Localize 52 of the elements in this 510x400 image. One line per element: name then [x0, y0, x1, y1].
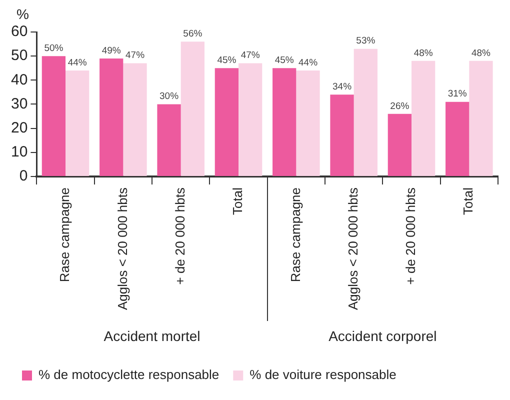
- bar: [180, 42, 204, 176]
- data-label: 48%: [471, 48, 492, 59]
- data-label: 53%: [356, 36, 376, 47]
- bar: [42, 56, 66, 176]
- data-label: 31%: [448, 88, 468, 100]
- data-label: 45%: [274, 55, 294, 66]
- x-tick-label: + de 20 000 hbts: [172, 187, 188, 285]
- text: Accident mortel: [104, 328, 200, 344]
- data-label: 45%: [217, 55, 237, 66]
- data-label: 44%: [68, 57, 88, 68]
- x-tick-label: Agglos < 20 000 hbts: [345, 186, 360, 310]
- legend-label: % de voiture responsable: [250, 367, 396, 382]
- bar: [446, 102, 470, 176]
- bar: [157, 104, 181, 176]
- y-tick-label: 10: [10, 144, 28, 161]
- bar: [66, 70, 90, 176]
- bar: [296, 70, 320, 176]
- bar: [214, 68, 239, 176]
- x-tick-label: Rase campagne: [288, 187, 303, 282]
- text: Accident corporel: [328, 328, 437, 344]
- x-tick-label: + de 20 000 hbts: [403, 187, 418, 285]
- bar: [469, 60, 493, 176]
- data-label: 47%: [240, 50, 260, 62]
- y-tick-label: 50: [10, 47, 28, 64]
- data-label: 30%: [160, 91, 180, 102]
- data-label: 49%: [102, 45, 122, 56]
- data-label: 50%: [44, 42, 64, 54]
- bar: [330, 94, 354, 176]
- bar: [100, 58, 124, 176]
- y-tick-label: 30: [10, 95, 28, 112]
- x-tick-label: Rase campagne: [57, 187, 72, 282]
- y-tick-label: 20: [10, 119, 28, 136]
- x-tick-label: Agglos < 20 000 hbts: [114, 186, 130, 310]
- y-tick-label: 0: [19, 168, 28, 185]
- bar: [272, 68, 296, 176]
- x-tick-label: Total: [460, 187, 476, 215]
- data-label: 47%: [125, 50, 146, 62]
- data-label: 56%: [183, 28, 203, 40]
- y-axis-title: %: [16, 6, 29, 22]
- x-tick-label: Total: [230, 187, 246, 215]
- y-tick-label: 60: [10, 23, 28, 40]
- bar: [388, 114, 412, 176]
- data-label: 44%: [298, 57, 318, 68]
- data-label: 48%: [414, 48, 434, 59]
- bar: [238, 63, 262, 176]
- data-label: 34%: [332, 81, 352, 92]
- y-tick-label: 40: [10, 71, 28, 88]
- legend-label: % de motocyclette responsable: [38, 367, 220, 382]
- data-label: 26%: [390, 100, 410, 112]
- bar: [123, 63, 147, 176]
- bar: [412, 60, 436, 176]
- bar: [354, 48, 378, 176]
